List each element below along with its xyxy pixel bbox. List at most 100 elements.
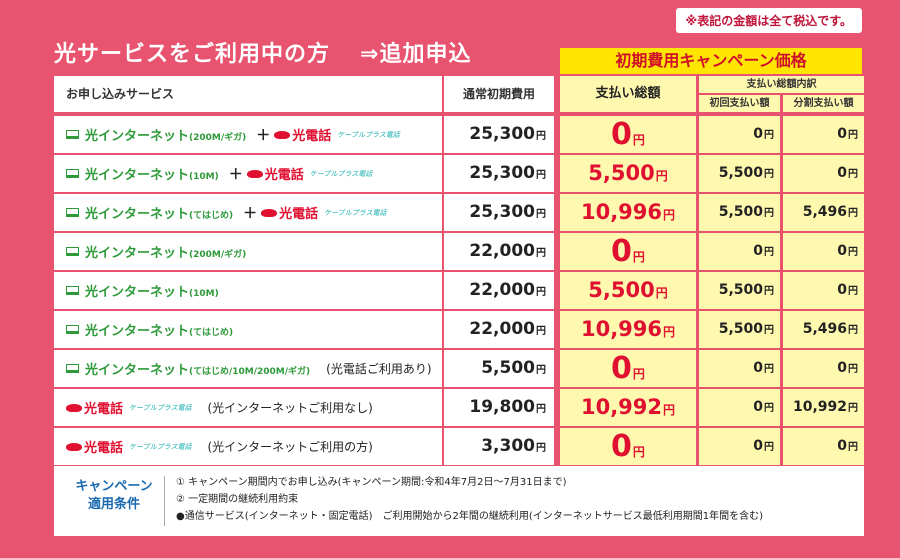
plus-sign: ＋ [228, 166, 243, 183]
internet-label: 光インターネット(10M) [85, 285, 219, 300]
installment-cell: 0円 [783, 116, 864, 153]
computer-icon [66, 247, 79, 256]
phone-label: 光電話 [274, 125, 331, 144]
phone-icon [66, 403, 82, 412]
phone-icon [66, 442, 82, 451]
cable-plus-logo: ケーブルプラス電話 [324, 208, 387, 217]
condition-line-2: ② 一定期間の継続利用約束 [176, 494, 299, 505]
standard-fee-cell: 22,000円 [444, 311, 554, 348]
table-row: 光インターネット(200M/ギガ) ＋光電話 ケーブルプラス電話 25,300円 0円 0… [54, 116, 864, 153]
header-breakdown: 支払い総額内訳 [699, 76, 864, 93]
first-payment-cell: 0円 [699, 428, 780, 465]
first-payment-cell: 0円 [699, 233, 780, 270]
internet-plan: (10M) [189, 289, 219, 299]
computer-icon [66, 325, 79, 334]
row-note: (光インターネットご利用の方) [207, 440, 373, 454]
internet-plan: (てはじめ) [189, 211, 234, 221]
computer-icon [66, 169, 79, 178]
standard-fee-cell: 22,000円 [444, 233, 554, 270]
first-payment-cell: 5,500円 [699, 155, 780, 192]
cable-plus-logo: ケーブルプラス電話 [129, 442, 192, 451]
cable-plus-logo: ケーブルプラス電話 [337, 130, 400, 139]
phone-label: 光電話 [261, 203, 318, 222]
table-row: 光インターネット(てはじめ) ＋光電話 ケーブルプラス電話 25,300円 10,996… [54, 194, 864, 231]
conditions-divider [164, 476, 165, 526]
installment-cell: 10,992円 [783, 389, 864, 426]
total-cell: 10,992円 [560, 389, 696, 426]
standard-fee-cell: 22,000円 [444, 272, 554, 309]
table-row: 光インターネット(200M/ギガ) 22,000円 0円 0円 0円 [54, 233, 864, 270]
total-cell: 0円 [560, 116, 696, 153]
installment-cell: 0円 [783, 155, 864, 192]
row-service: 光インターネット(てはじめ) ＋光電話 ケーブルプラス電話 [54, 194, 442, 231]
plus-sign: ＋ [256, 127, 271, 144]
cable-plus-logo: ケーブルプラス電話 [309, 169, 373, 178]
internet-plan: (10M) [189, 172, 219, 182]
standard-fee-cell: 3,300円 [444, 428, 554, 465]
row-service: 光電話 ケーブルプラス電話 (光インターネットご利用なし) [54, 389, 442, 426]
phone-label: 光電話 [66, 398, 123, 417]
installment-cell: 5,496円 [783, 311, 864, 348]
internet-plan: (てはじめ/10M/200M/ギガ) [189, 367, 311, 377]
internet-plan: (200M/ギガ) [189, 250, 247, 260]
campaign-conditions: キャンペーン 適用条件 ① キャンペーン期間内でお申し込み(キャンペーン期間:令… [54, 466, 864, 536]
phone-icon [274, 130, 291, 139]
standard-fee-cell: 25,300円 [444, 116, 554, 153]
row-service: 光インターネット(200M/ギガ) ＋光電話 ケーブルプラス電話 [54, 116, 442, 153]
phone-label: 光電話 [246, 164, 304, 183]
internet-label: 光インターネット(200M/ギガ) [85, 246, 247, 261]
row-service: 光電話 ケーブルプラス電話 (光インターネットご利用の方) [54, 428, 442, 465]
first-payment-cell: 5,500円 [699, 272, 780, 309]
table-row: 光インターネット(10M) 22,000円 5,500円 5,500円 0円 [54, 272, 864, 309]
first-payment-cell: 0円 [699, 116, 780, 153]
header-first-payment: 初回支払い額 [699, 95, 780, 112]
total-cell: 0円 [560, 428, 696, 465]
installment-cell: 5,496円 [783, 194, 864, 231]
cable-plus-logo: ケーブルプラス電話 [129, 403, 192, 412]
standard-fee-cell: 25,300円 [444, 194, 554, 231]
page-title: 光サービスをご利用中の方 ⇒追加申込 [54, 36, 471, 68]
row-note: (光インターネットご利用なし) [207, 401, 373, 415]
first-payment-cell: 5,500円 [699, 311, 780, 348]
installment-cell: 0円 [783, 350, 864, 387]
total-cell: 0円 [560, 233, 696, 270]
table-row: 光インターネット(てはじめ) 22,000円 10,996円 5,500円 5,496円 [54, 311, 864, 348]
internet-label: 光インターネット(てはじめ) [85, 324, 234, 339]
table-header: お申し込みサービス 通常初期費用 支払い総額 支払い総額内訳 初回支払い額 分割… [54, 76, 864, 114]
phone-icon [261, 208, 278, 217]
computer-icon [66, 208, 79, 217]
internet-label: 光インターネット(てはじめ/10M/200M/ギガ) [85, 363, 311, 378]
headline-sub: ⇒追加申込 [360, 42, 472, 67]
condition-line-1: ① キャンペーン期間内でお申し込み(キャンペーン期間:令和4年7月2日〜7月31… [176, 477, 567, 488]
plus-sign: ＋ [243, 205, 258, 222]
conditions-lines: ① キャンペーン期間内でお申し込み(キャンペーン期間:令和4年7月2日〜7月31… [176, 474, 763, 525]
standard-fee-cell: 5,500円 [444, 350, 554, 387]
installment-cell: 0円 [783, 272, 864, 309]
standard-fee-cell: 19,800円 [444, 389, 554, 426]
total-cell: 0円 [560, 350, 696, 387]
phone-label: 光電話 [66, 437, 123, 456]
row-service: 光インターネット(200M/ギガ) [54, 233, 442, 270]
installment-cell: 0円 [783, 233, 864, 270]
total-cell: 5,500円 [560, 155, 696, 192]
first-payment-cell: 0円 [699, 350, 780, 387]
row-service: 光インターネット(10M) ＋光電話 ケーブルプラス電話 [54, 155, 442, 192]
campaign-banner: 初期費用キャンペーン価格 [560, 48, 862, 74]
condition-line-3: ●通信サービス(インターネット・固定電話) ご利用開始から2年間の継続利用(イン… [176, 511, 764, 522]
computer-icon [66, 286, 79, 295]
table-row: 光インターネット(10M) ＋光電話 ケーブルプラス電話 25,300円 5,500円 5… [54, 155, 864, 192]
conditions-title: キャンペーン 適用条件 [64, 478, 164, 514]
phone-icon [246, 169, 263, 178]
conditions-title-line-2: 適用条件 [87, 497, 140, 512]
table-row: 光インターネット(てはじめ/10M/200M/ギガ) (光電話ご利用あり) 5,50… [54, 350, 864, 387]
internet-label: 光インターネット(200M/ギガ) [85, 129, 247, 144]
header-installment: 分割支払い額 [783, 95, 864, 112]
computer-icon [66, 364, 79, 373]
table-row: 光電話 ケーブルプラス電話 (光インターネットご利用なし) 19,800円 10,992… [54, 389, 864, 426]
computer-icon [66, 130, 79, 139]
header-service: お申し込みサービス [54, 76, 442, 112]
header-standard-fee: 通常初期費用 [444, 76, 554, 112]
internet-label: 光インターネット(てはじめ) [85, 207, 234, 222]
installment-cell: 0円 [783, 428, 864, 465]
row-service: 光インターネット(10M) [54, 272, 442, 309]
